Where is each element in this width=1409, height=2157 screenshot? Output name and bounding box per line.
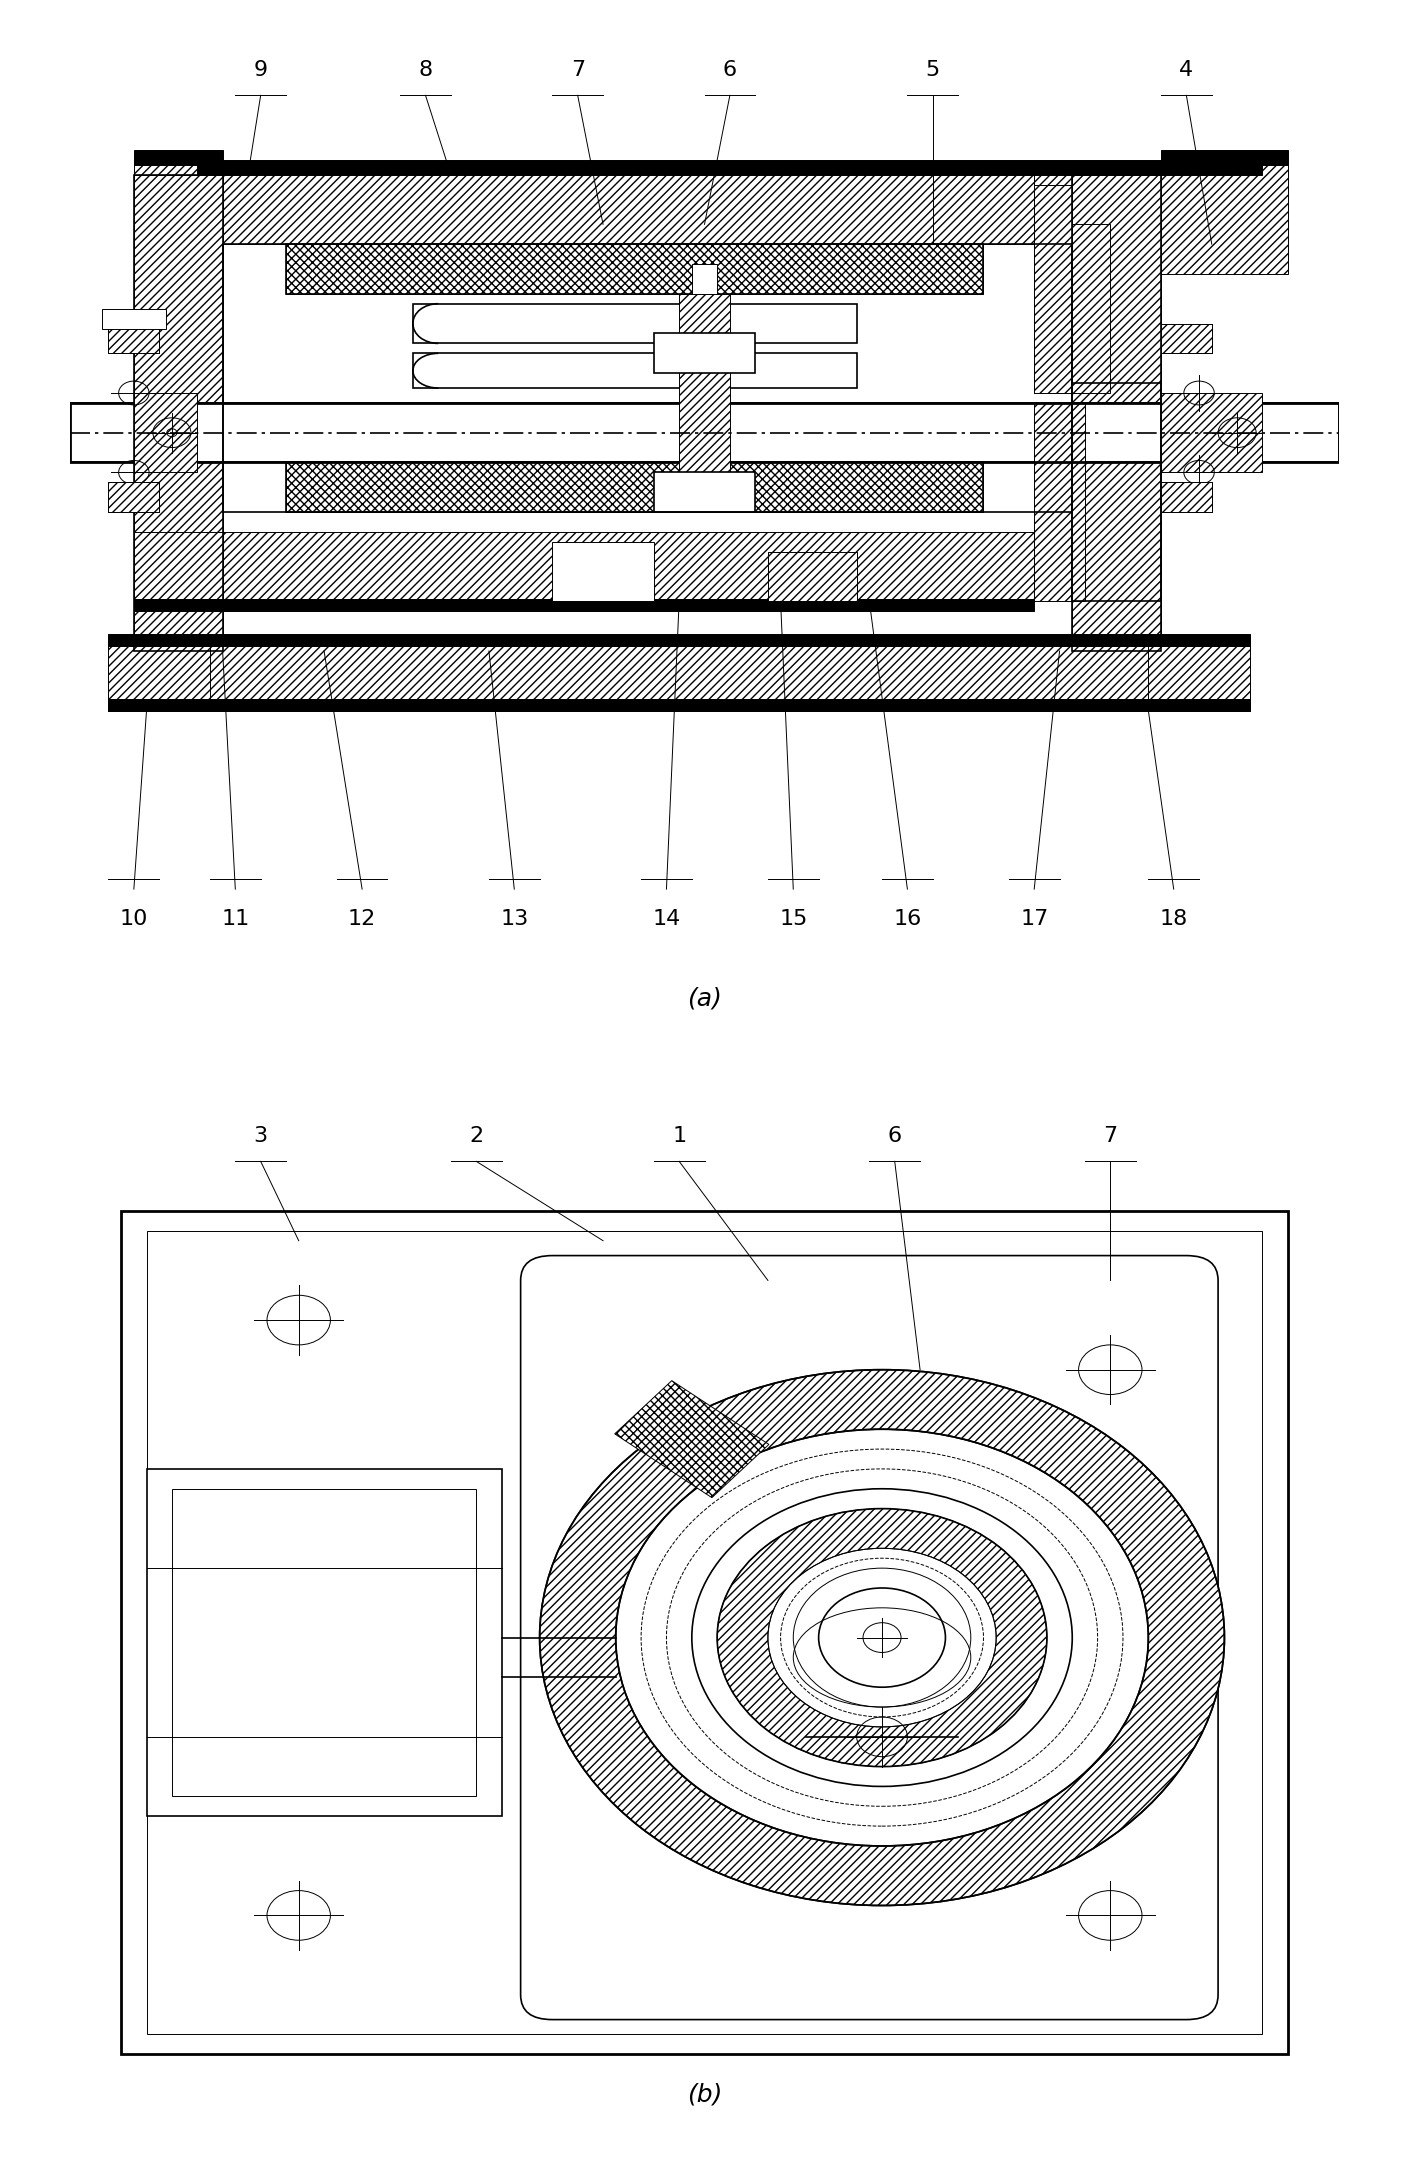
Bar <box>134 151 223 164</box>
Bar <box>70 403 1339 462</box>
Polygon shape <box>614 1380 769 1497</box>
Bar <box>108 699 1250 710</box>
Text: 6: 6 <box>888 1126 902 1145</box>
Text: 5: 5 <box>926 60 940 80</box>
Bar <box>108 324 159 354</box>
Text: 1: 1 <box>672 1126 686 1145</box>
Bar <box>108 483 159 511</box>
FancyBboxPatch shape <box>521 1255 1217 2019</box>
Text: 11: 11 <box>221 908 249 930</box>
Bar <box>172 1488 476 1797</box>
Bar <box>108 641 1250 710</box>
Bar <box>1161 151 1288 164</box>
Bar <box>197 600 1034 610</box>
Bar <box>1161 483 1212 511</box>
Text: 13: 13 <box>500 908 528 930</box>
Text: (b): (b) <box>686 2082 723 2105</box>
Bar <box>1072 224 1110 393</box>
Bar <box>1161 324 1212 354</box>
Bar <box>147 1232 1262 2034</box>
Bar <box>679 293 730 511</box>
Bar <box>1072 384 1161 602</box>
Text: 6: 6 <box>723 60 737 80</box>
Bar <box>1161 324 1212 354</box>
Wedge shape <box>540 1370 1224 1905</box>
Text: 8: 8 <box>418 60 433 80</box>
Text: 14: 14 <box>652 908 681 930</box>
Bar <box>1161 164 1288 274</box>
Bar <box>134 600 223 610</box>
Bar <box>197 533 1034 602</box>
Bar <box>768 552 857 602</box>
Bar <box>1034 170 1262 244</box>
Bar <box>413 354 857 388</box>
Bar <box>1072 175 1161 651</box>
Bar <box>1161 483 1212 511</box>
Bar <box>223 244 1072 511</box>
Text: 9: 9 <box>254 60 268 80</box>
Bar <box>134 160 223 244</box>
Bar <box>654 472 755 511</box>
Bar <box>1148 641 1250 710</box>
Bar <box>121 1210 1288 2053</box>
Bar <box>134 175 223 651</box>
Text: 10: 10 <box>120 908 148 930</box>
Bar <box>1072 175 1161 651</box>
Bar <box>147 1469 502 1816</box>
Bar <box>286 244 983 293</box>
Bar <box>286 462 983 511</box>
Text: 17: 17 <box>1020 908 1048 930</box>
Bar <box>134 533 223 610</box>
Bar <box>286 244 983 293</box>
Text: 4: 4 <box>1179 60 1193 80</box>
Bar <box>108 641 210 710</box>
Bar <box>197 160 1034 175</box>
Text: 15: 15 <box>779 908 807 930</box>
Bar <box>1034 403 1085 602</box>
Bar <box>108 634 1250 647</box>
Bar <box>1034 186 1072 393</box>
Text: 18: 18 <box>1160 908 1188 930</box>
Bar <box>134 175 223 651</box>
Text: 2: 2 <box>469 1126 483 1145</box>
Text: 16: 16 <box>893 908 921 930</box>
Bar <box>1161 393 1262 472</box>
Text: 3: 3 <box>254 1126 268 1145</box>
Text: (a): (a) <box>688 986 721 1009</box>
Bar <box>70 403 1339 462</box>
Bar <box>768 552 857 602</box>
Bar <box>654 334 755 373</box>
Bar <box>103 308 166 328</box>
Bar <box>552 541 654 602</box>
Bar <box>1034 160 1262 175</box>
Text: 7: 7 <box>571 60 585 80</box>
Bar <box>692 263 717 293</box>
Text: 7: 7 <box>1103 1126 1117 1145</box>
Bar <box>286 462 983 511</box>
Wedge shape <box>717 1508 1047 1767</box>
Text: 12: 12 <box>348 908 376 930</box>
Bar <box>1034 186 1072 393</box>
Bar <box>70 403 1339 462</box>
Bar <box>108 324 159 354</box>
Bar <box>108 483 159 511</box>
Bar <box>134 393 197 472</box>
Bar <box>197 170 1034 244</box>
Bar <box>413 304 857 343</box>
